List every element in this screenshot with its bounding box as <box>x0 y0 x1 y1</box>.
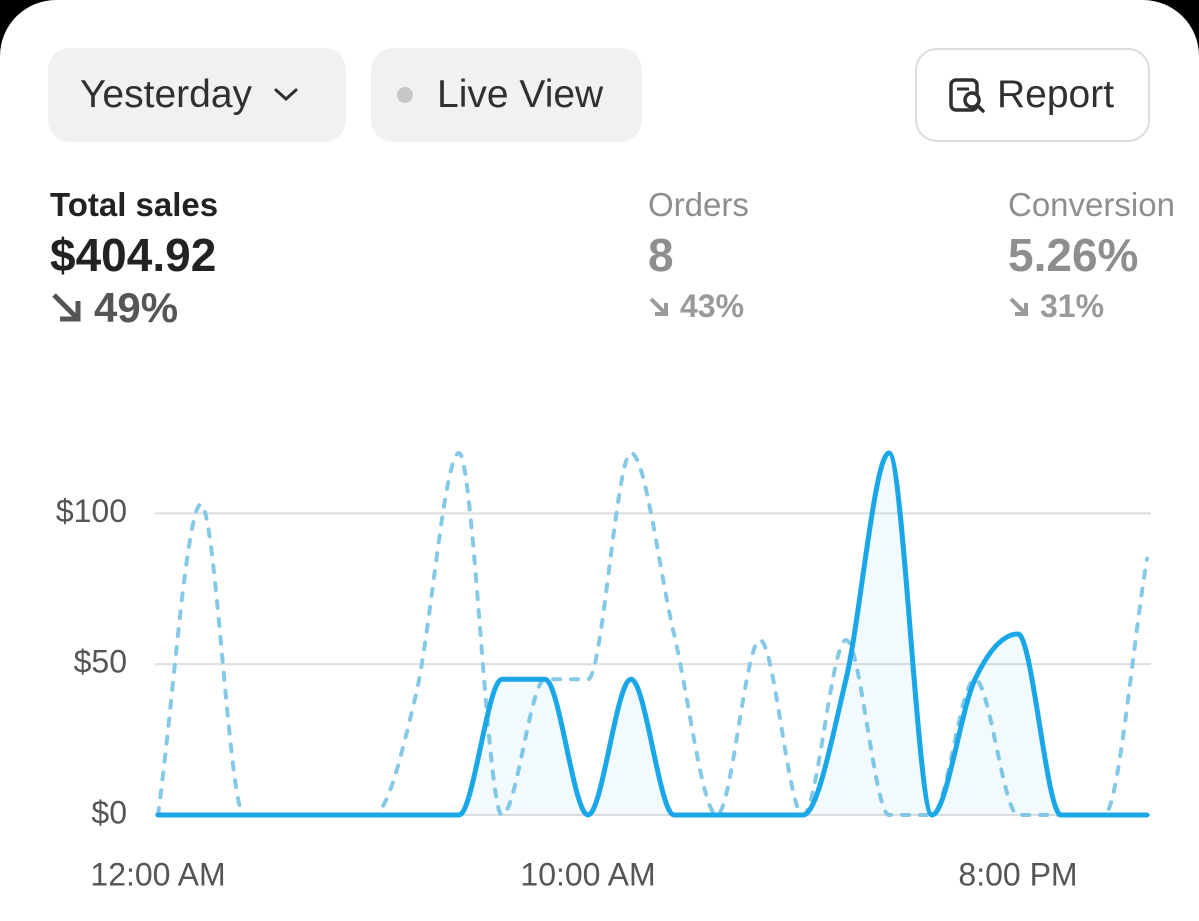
sales-chart: $0 $50 $100 12:00 AM 10:00 AM 8:00 PM <box>56 450 1151 892</box>
x-tick-label: 8:00 PM <box>958 856 1077 892</box>
metric-orders[interactable]: Orders 8 43% <box>648 186 749 325</box>
live-view-button[interactable]: Live View <box>371 48 642 142</box>
y-tick-label: $100 <box>56 493 127 529</box>
report-icon <box>949 78 985 113</box>
metric-change: 43% <box>648 288 749 325</box>
metric-value: 8 <box>648 229 674 281</box>
live-view-label: Live View <box>437 73 604 116</box>
metric-change-value: 31% <box>1040 288 1105 324</box>
metric-label: Total sales <box>50 186 219 223</box>
metric-value: $404.92 <box>50 229 217 281</box>
series-line <box>155 450 1150 818</box>
metric-label: Orders <box>648 186 749 223</box>
metric-change: 31% <box>1008 288 1175 325</box>
x-tick-label: 10:00 AM <box>520 856 655 892</box>
metric-conversion[interactable]: Conversion 5.26% 31% <box>1008 186 1175 325</box>
report-label: Report <box>997 73 1115 116</box>
metric-change: 49% <box>50 284 218 332</box>
metric-label: Conversion <box>1008 186 1175 223</box>
report-button[interactable]: Report <box>915 48 1150 142</box>
chevron-icon <box>274 88 298 102</box>
down-arrow <box>649 297 668 316</box>
metric-value: 5.26% <box>1008 229 1139 281</box>
down-arrow <box>52 293 81 322</box>
y-tick-label: $50 <box>74 644 127 680</box>
metric-change-value: 43% <box>680 288 745 324</box>
date-range-button[interactable]: Yesterday <box>48 48 346 142</box>
metric-total-sales[interactable]: Total sales $404.92 49% <box>50 186 218 332</box>
x-tick-label: 12:00 AM <box>90 856 225 892</box>
down-arrow <box>1009 297 1028 316</box>
y-tick-label: $0 <box>91 794 127 830</box>
status-dot <box>397 87 413 103</box>
date-range-label: Yesterday <box>80 73 253 116</box>
metric-change-value: 49% <box>94 284 179 331</box>
series-area <box>158 453 1147 815</box>
